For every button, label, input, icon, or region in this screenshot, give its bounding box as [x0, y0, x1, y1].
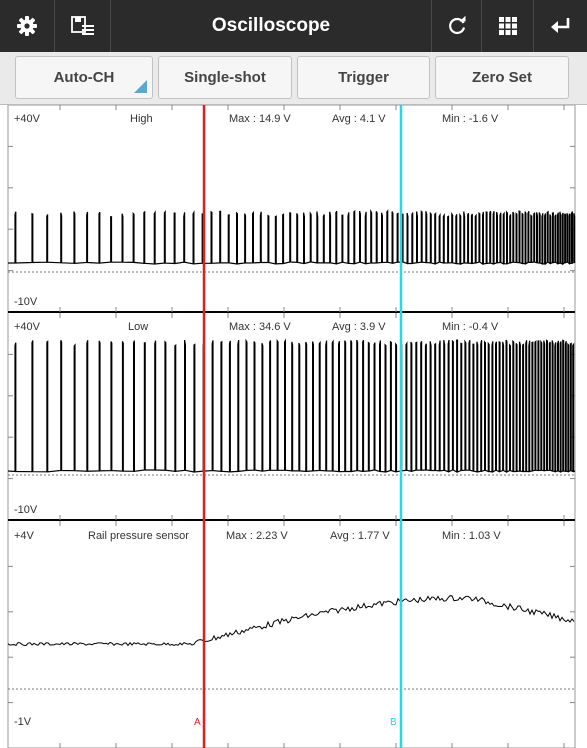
ch2-waveform — [7, 338, 576, 474]
ch3-name: Rail pressure sensor — [88, 530, 189, 542]
ch3-avg: Avg : 1.77 V — [330, 530, 390, 542]
back-icon — [550, 18, 569, 33]
single-shot-button[interactable]: Single-shot — [158, 56, 292, 99]
ch2-name: Low — [128, 321, 148, 333]
ch2-max: Max : 34.6 V — [229, 321, 291, 333]
ch3-bottom-scale: -1V — [14, 716, 32, 728]
app-title: Oscilloscope — [211, 15, 331, 36]
grid-button[interactable] — [481, 0, 533, 52]
ch1-avg: Avg : 4.1 V — [332, 113, 386, 125]
save-list-icon — [70, 16, 94, 35]
zero-set-label: Zero Set — [471, 69, 532, 86]
gear-icon — [17, 16, 37, 36]
ch1-top-scale: +40V — [14, 113, 41, 125]
zero-set-button[interactable]: Zero Set — [435, 56, 569, 99]
ch3-top-scale: +4V — [14, 530, 35, 542]
save-list-button[interactable] — [55, 0, 111, 52]
cursor-a-label: A — [194, 717, 201, 728]
trigger-label: Trigger — [338, 69, 389, 86]
back-button[interactable] — [533, 0, 587, 52]
scope-display[interactable]: +40V High Max : 14.9 V Avg : 4.1 V Min :… — [0, 105, 587, 748]
ch2-min: Min : -0.4 V — [442, 321, 499, 333]
ch3-min: Min : 1.03 V — [442, 530, 501, 542]
ch1-bottom-scale: -10V — [14, 296, 38, 308]
single-shot-label: Single-shot — [184, 69, 266, 86]
ch2-top-scale: +40V — [14, 321, 41, 333]
auto-ch-label: Auto-CH — [53, 69, 115, 86]
grid-ticks — [8, 105, 575, 748]
dropdown-corner-icon — [134, 80, 147, 93]
ch2-avg: Avg : 3.9 V — [332, 321, 386, 333]
ch3-waveform — [7, 595, 575, 647]
auto-ch-button[interactable]: Auto-CH — [15, 56, 153, 99]
ch1-max: Max : 14.9 V — [229, 113, 291, 125]
cursor-b-label: B — [390, 717, 397, 728]
ch1-waveform — [8, 209, 576, 266]
refresh-button[interactable] — [431, 0, 481, 52]
control-button-row: Auto-CH Single-shot Trigger Zero Set — [0, 52, 587, 105]
ch1-min: Min : -1.6 V — [442, 113, 499, 125]
ch3-max: Max : 2.23 V — [226, 530, 288, 542]
grid-icon — [498, 17, 517, 35]
ch1-name: High — [130, 113, 153, 125]
ch2-bottom-scale: -10V — [14, 504, 38, 516]
title-bar: Oscilloscope — [0, 0, 587, 52]
settings-button[interactable] — [0, 0, 55, 52]
refresh-icon — [448, 15, 465, 35]
trigger-button[interactable]: Trigger — [297, 56, 430, 99]
